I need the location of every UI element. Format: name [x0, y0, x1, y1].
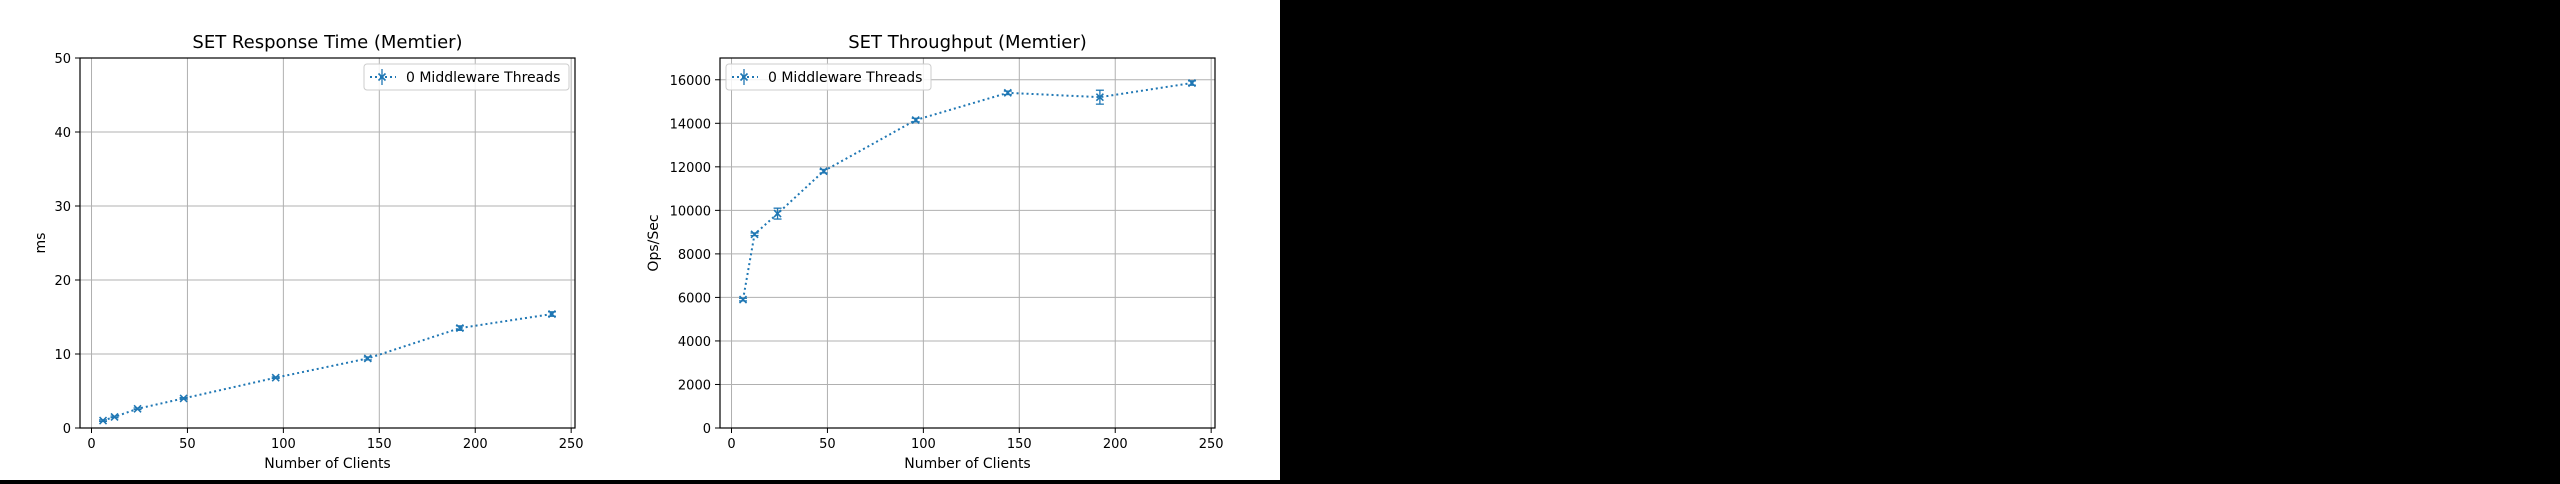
chart1-ylabel: ms: [33, 233, 49, 254]
figure-canvas: 0 50 100 150 200 250 0 10 20 30 40 50 SET Response T…: [0, 0, 1280, 480]
chart1-legend-box: [363, 63, 570, 91]
chart2-point-4: [911, 115, 920, 125]
chart1-point-0: [98, 416, 108, 425]
chart2-xtick-label-4: 200: [1103, 437, 1128, 452]
figure: 0 50 100 150 200 250 0 10 20 30 40 50 SET Response T…: [33, 32, 1224, 472]
chart1-xtick-label-0: 0: [87, 437, 95, 452]
chart2-xtick-label-1: 50: [819, 437, 836, 452]
chart1-point-2: [133, 404, 142, 413]
chart2-xtick-label-0: 0: [727, 437, 735, 452]
chart1-legend-marker: [377, 72, 387, 82]
chart2-point-3: [819, 167, 828, 176]
chart2-ytick-label-1: 2000: [678, 378, 711, 393]
chart2-legend-box: [725, 63, 932, 91]
chart2-point-6: [1095, 93, 1104, 102]
chart1-ytick-label-3: 30: [54, 200, 71, 215]
chart1-point-1: [110, 412, 119, 421]
chart2-title: SET Throughput (Memtier): [848, 32, 1087, 53]
chart2-legend-label: 0 Middleware Threads: [768, 70, 922, 86]
chart2-ylabel: Ops/Sec: [646, 214, 662, 271]
chart1-ytick-label-1: 10: [54, 348, 71, 363]
chart1-xtick-label-5: 250: [559, 437, 584, 452]
chart1-point-7: [547, 309, 557, 319]
chart1-xtick-label-3: 150: [367, 437, 392, 452]
chart2-ytick-label-0: 0: [703, 422, 711, 437]
chart2-xtick-label-3: 150: [1007, 437, 1032, 452]
chart1-ytick-label-4: 40: [54, 126, 71, 141]
chart1-ytick-label-0: 0: [63, 422, 71, 437]
chart2-point-5: [1003, 88, 1012, 97]
chart1-xtick-label-1: 50: [179, 437, 196, 452]
chart1-title: SET Response Time (Memtier): [192, 32, 462, 53]
chart2-ytick-label-2: 4000: [678, 335, 711, 350]
chart2-point-0: [738, 295, 748, 304]
chart1-xtick-label-4: 200: [463, 437, 488, 452]
chart1-point-6: [455, 324, 464, 333]
chart2-series-line-0: [742, 82, 1193, 300]
chart2: 0 50 100 150 200 250 0 2000 4000 6000 8000 10000 120…: [646, 32, 1224, 472]
chart2-xlabel: Number of Clients: [904, 456, 1030, 472]
chart1-axes-frame: [79, 57, 576, 429]
chart2-ytick-label-4: 8000: [678, 248, 711, 263]
chart2-axes-frame: [719, 57, 1216, 429]
chart2-point-2: [773, 209, 782, 218]
chart2-xtick-label-2: 100: [911, 437, 936, 452]
chart2-ytick-label-5: 10000: [670, 204, 711, 219]
chart2-point-1: [750, 230, 759, 239]
chart2-ytick-label-8: 16000: [670, 74, 711, 89]
chart1-legend-label: 0 Middleware Threads: [406, 70, 560, 86]
chart1-ytick-label-5: 50: [54, 52, 71, 67]
chart2-xtick-label-5: 250: [1199, 437, 1224, 452]
chart2-legend-marker: [739, 72, 749, 82]
chart1-xtick-label-2: 100: [271, 437, 296, 452]
chart1-series-line-0: [102, 313, 553, 422]
chart2-ytick-label-6: 12000: [670, 161, 711, 176]
chart1-point-4: [271, 373, 280, 382]
chart1-xlabel: Number of Clients: [264, 456, 390, 472]
chart2-ytick-label-7: 14000: [670, 117, 711, 132]
chart2-point-7: [1187, 78, 1197, 88]
chart2-ytick-label-3: 6000: [678, 291, 711, 306]
chart1: 0 50 100 150 200 250 0 10 20 30 40 50 SET Response T…: [33, 32, 584, 472]
chart1-point-5: [363, 354, 372, 363]
chart1-ytick-label-2: 20: [54, 274, 71, 289]
chart1-point-3: [179, 394, 188, 403]
